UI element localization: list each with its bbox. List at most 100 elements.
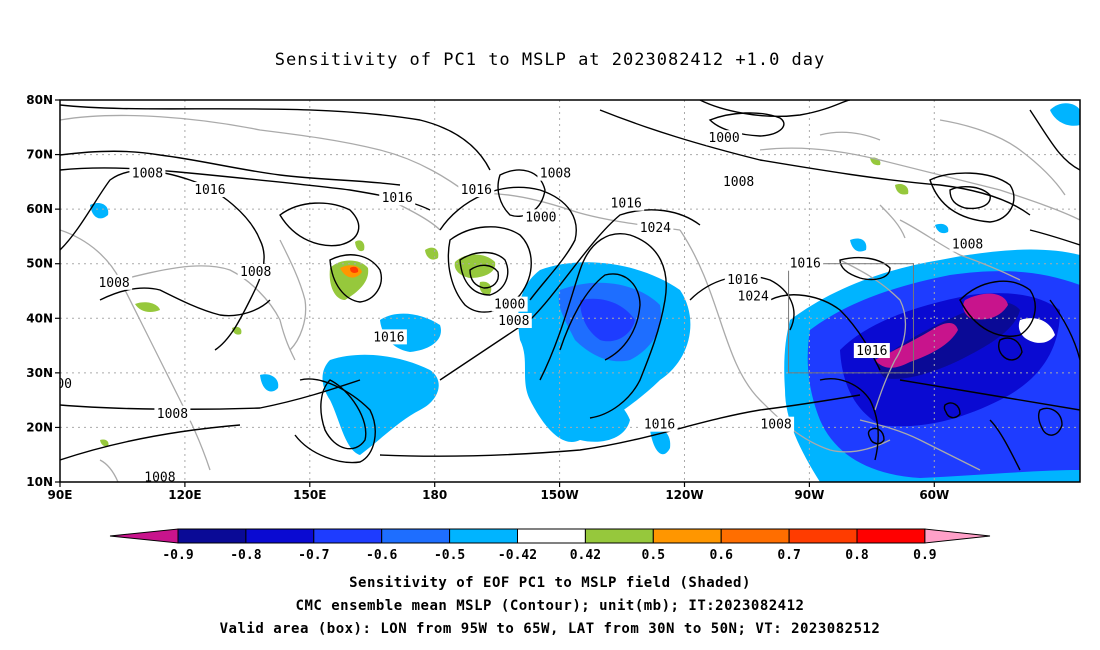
colorbar-label: -0.7	[298, 548, 329, 563]
colorbar-bin	[449, 528, 519, 544]
contour-label-bg	[60, 375, 75, 391]
contour-label: 1016	[644, 418, 675, 433]
lat-tick-label: 20N	[26, 420, 53, 434]
contour-label-bg	[637, 220, 674, 236]
lon-tick-label: 150W	[540, 488, 578, 502]
contour-label-bg	[96, 274, 133, 290]
colorbar-bin	[720, 528, 790, 544]
contour-label: 1008	[498, 314, 529, 329]
contour-label-bg	[735, 288, 772, 304]
colorbar-label: 0.7	[777, 548, 800, 563]
colorbar-label: 0.6	[709, 548, 733, 563]
colorbar-bin	[584, 528, 654, 544]
contour-labels: 1008101610161016100810001016102410081008…	[56, 130, 986, 486]
contour-label: 1000	[525, 210, 556, 225]
contour-label: 1008	[132, 167, 163, 182]
lat-tick-label: 50N	[26, 257, 53, 271]
lat-tick-label: 30N	[26, 366, 53, 380]
contour-label: 1016	[373, 330, 404, 345]
colorbar-label: -0.6	[366, 548, 397, 563]
lat-tick-label: 80N	[26, 93, 53, 107]
lon-tick-label: 150E	[293, 488, 326, 502]
colorbar-bin	[177, 528, 247, 544]
grid-lines	[60, 100, 1080, 482]
contour-label: 1008	[240, 265, 271, 280]
colorbar-label: 0.9	[913, 548, 936, 563]
contour-label: 1024	[738, 289, 769, 304]
lat-tick-label: 70N	[26, 148, 53, 162]
shaded-sensitivity	[90, 103, 1080, 482]
colorbar-label: 0.8	[845, 548, 869, 563]
contour-label: 1024	[640, 221, 671, 236]
contour-label: 1016	[856, 344, 887, 359]
contour-label: 1008	[144, 471, 175, 486]
contour-label-bg	[949, 236, 986, 252]
contour-label-bg	[237, 263, 274, 279]
contour-label-bg	[495, 313, 532, 329]
contour-label: 1000	[708, 131, 739, 146]
contour-label-bg	[608, 195, 645, 211]
lat-tick-label: 10N	[26, 475, 53, 489]
caption-valid-area: Valid area (box): LON from 95W to 65W, L…	[219, 621, 881, 637]
contour-label: 1016	[727, 273, 758, 288]
colorbar-bin	[517, 528, 586, 544]
contour-label: 1008	[723, 175, 754, 190]
contour-label-bg	[724, 272, 761, 288]
colorbar-bin	[245, 528, 315, 544]
contour-label-bg	[154, 405, 191, 421]
contour-label-bg	[758, 416, 795, 432]
contour-label-bg	[537, 165, 574, 181]
lat-tick-label: 40N	[26, 311, 53, 325]
contour-label-bg	[370, 329, 407, 345]
contour-label: 1016	[790, 257, 821, 272]
caption-shaded: Sensitivity of EOF PC1 to MSLP field (Sh…	[349, 575, 751, 591]
lon-tick-label: 120E	[168, 488, 201, 502]
caption-contour: CMC ensemble mean MSLP (Contour); unit(m…	[295, 598, 805, 614]
contour-label-bg	[491, 296, 528, 312]
contour-label: 1000	[494, 298, 525, 313]
colorbar-bin	[381, 528, 451, 544]
colorbar-label: 0.42	[570, 548, 601, 563]
contour-label: 1008	[540, 167, 571, 182]
contour-label-bg	[129, 165, 166, 181]
contour-label: 1016	[382, 191, 413, 206]
colorbar-label: -0.8	[230, 548, 261, 563]
chart-title: Sensitivity of PC1 to MSLP at 2023082412…	[274, 50, 826, 70]
lon-tick-label: 90W	[794, 488, 824, 502]
colorbar-label: -0.5	[434, 548, 465, 563]
contour-label-bg	[720, 173, 757, 189]
contour-label: 1016	[461, 183, 492, 198]
lon-tick-label: 60W	[919, 488, 949, 502]
contour-label: 1016	[194, 183, 225, 198]
colorbar-label: -0.9	[162, 548, 193, 563]
contour-label-bg	[141, 469, 178, 482]
lon-tick-label: 180	[422, 488, 447, 502]
map-frame	[59, 99, 1081, 483]
contour-label-bg	[641, 416, 678, 432]
contour-label: 1008	[952, 238, 983, 253]
contour-label-bg	[379, 190, 416, 206]
colorbar-bin	[788, 528, 858, 544]
contour-label: 1008	[98, 276, 129, 291]
colorbar: -0.9 -0.8 -0.7 -0.6 -0.5 -0.42 0.42 0.5 0.6 0.7 0.…	[109, 528, 991, 563]
lon-tick-label: 120W	[665, 488, 703, 502]
colorbar-label: 0.5	[642, 548, 665, 563]
contour-label: 1016	[611, 197, 642, 212]
contour-label-bg	[191, 182, 228, 198]
colorbar-label: -0.42	[498, 548, 537, 563]
colorbar-bin	[652, 528, 722, 544]
lon-tick-label: 90E	[48, 488, 73, 502]
contour-label: 00	[56, 377, 72, 392]
colorbar-bin	[856, 528, 926, 544]
lat-tick-label: 60N	[26, 202, 53, 216]
contour-label: 1008	[760, 418, 791, 433]
contour-label-bg	[522, 209, 559, 225]
contour-label-bg	[853, 343, 890, 359]
colorbar-upper-triangle	[924, 528, 991, 544]
colorbar-bin	[313, 528, 383, 544]
contour-label-bg	[787, 255, 824, 271]
contour-label-bg	[706, 130, 743, 146]
valid-area-box	[788, 263, 914, 374]
